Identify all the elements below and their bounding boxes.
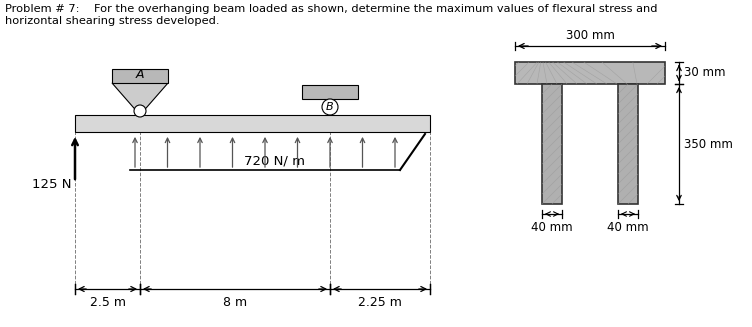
Polygon shape bbox=[112, 83, 168, 115]
Text: horizontal shearing stress developed.: horizontal shearing stress developed. bbox=[5, 16, 220, 26]
Bar bbox=[302, 85, 358, 99]
Circle shape bbox=[134, 105, 146, 117]
Text: 720 N/ m: 720 N/ m bbox=[244, 155, 305, 168]
Text: A: A bbox=[136, 68, 144, 81]
Text: 8 m: 8 m bbox=[223, 296, 247, 309]
Circle shape bbox=[322, 99, 338, 115]
Text: 40 mm: 40 mm bbox=[607, 221, 649, 234]
Bar bbox=[112, 69, 168, 83]
Bar bbox=[542, 84, 562, 204]
Bar bbox=[515, 62, 665, 84]
Text: 2.25 m: 2.25 m bbox=[358, 296, 402, 309]
Text: 350 mm: 350 mm bbox=[684, 137, 733, 150]
Text: 300 mm: 300 mm bbox=[566, 29, 614, 42]
Text: 40 mm: 40 mm bbox=[531, 221, 573, 234]
Text: 30 mm: 30 mm bbox=[684, 66, 726, 79]
Text: 125 N: 125 N bbox=[32, 178, 71, 191]
Text: B: B bbox=[326, 102, 334, 112]
Bar bbox=[75, 115, 430, 132]
Text: Problem # 7:    For the overhanging beam loaded as shown, determine the maximum : Problem # 7: For the overhanging beam lo… bbox=[5, 4, 657, 14]
Text: 2.5 m: 2.5 m bbox=[89, 296, 126, 309]
Bar bbox=[618, 84, 638, 204]
